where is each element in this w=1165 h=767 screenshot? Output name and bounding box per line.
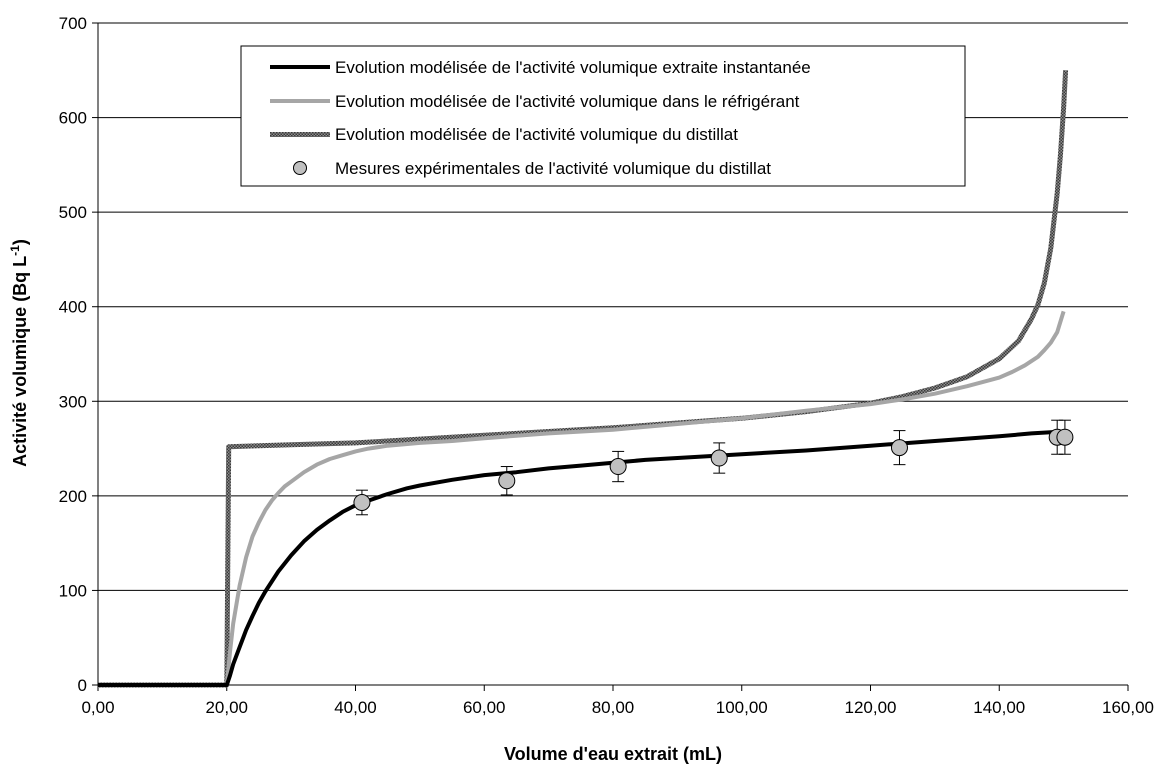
data-point	[890, 439, 908, 457]
legend-swatch-distillat	[270, 132, 330, 137]
series-line-refrigerant	[224, 310, 1066, 686]
x-tick-label: 40,00	[334, 698, 377, 717]
legend-label-distillat: Evolution modélisée de l'activité volumi…	[335, 125, 738, 144]
y-tick-label: 100	[59, 581, 87, 600]
legend-label-mesures: Mesures expérimentales de l'activité vol…	[335, 159, 771, 178]
x-tick-label: 140,00	[973, 698, 1025, 717]
data-point	[353, 493, 371, 511]
y-tick-label: 500	[59, 203, 87, 222]
axes: 0 100 200 300 400 500 600 700 0,00 20,00 40,00 60,0…	[59, 14, 1154, 717]
y-axis-title-close: )	[10, 239, 30, 245]
legend-box	[240, 45, 966, 187]
data-point	[609, 458, 627, 476]
x-tick-label: 80,00	[592, 698, 635, 717]
x-tick-label: 120,00	[845, 698, 897, 717]
y-axis-title: Activité volumique (Bq L-1)	[8, 239, 30, 467]
x-tick-label: 20,00	[205, 698, 248, 717]
legend: Evolution modélisée de l'activité volumi…	[240, 45, 966, 187]
x-tick-label: 60,00	[463, 698, 506, 717]
data-point	[1056, 428, 1074, 446]
x-tick-label: 160,00	[1102, 698, 1154, 717]
y-tick-label: 400	[59, 298, 87, 317]
x-tick-label: 100,00	[716, 698, 768, 717]
y-tick-label: 600	[59, 109, 87, 128]
y-axis-title-main: Activité volumique (Bq L	[10, 256, 30, 467]
legend-label-refrigerant: Evolution modélisée de l'activité volumi…	[335, 92, 800, 111]
y-tick-label: 700	[59, 14, 87, 33]
x-axis-title: Volume d'eau extrait (mL)	[504, 744, 722, 764]
series-line-instantanee	[98, 429, 1064, 687]
y-tick-label: 200	[59, 487, 87, 506]
data-point	[710, 449, 728, 467]
legend-label-instantanee: Evolution modélisée de l'activité volumi…	[335, 58, 811, 77]
legend-marker-mesures	[293, 161, 307, 175]
y-tick-label: 0	[78, 676, 87, 695]
y-tick-label: 300	[59, 392, 87, 411]
experimental-points	[353, 419, 1074, 516]
y-axis-title-superscript: -1	[8, 245, 22, 256]
x-tick-label: 0,00	[81, 698, 114, 717]
series-group	[98, 70, 1069, 688]
data-point	[498, 472, 516, 490]
